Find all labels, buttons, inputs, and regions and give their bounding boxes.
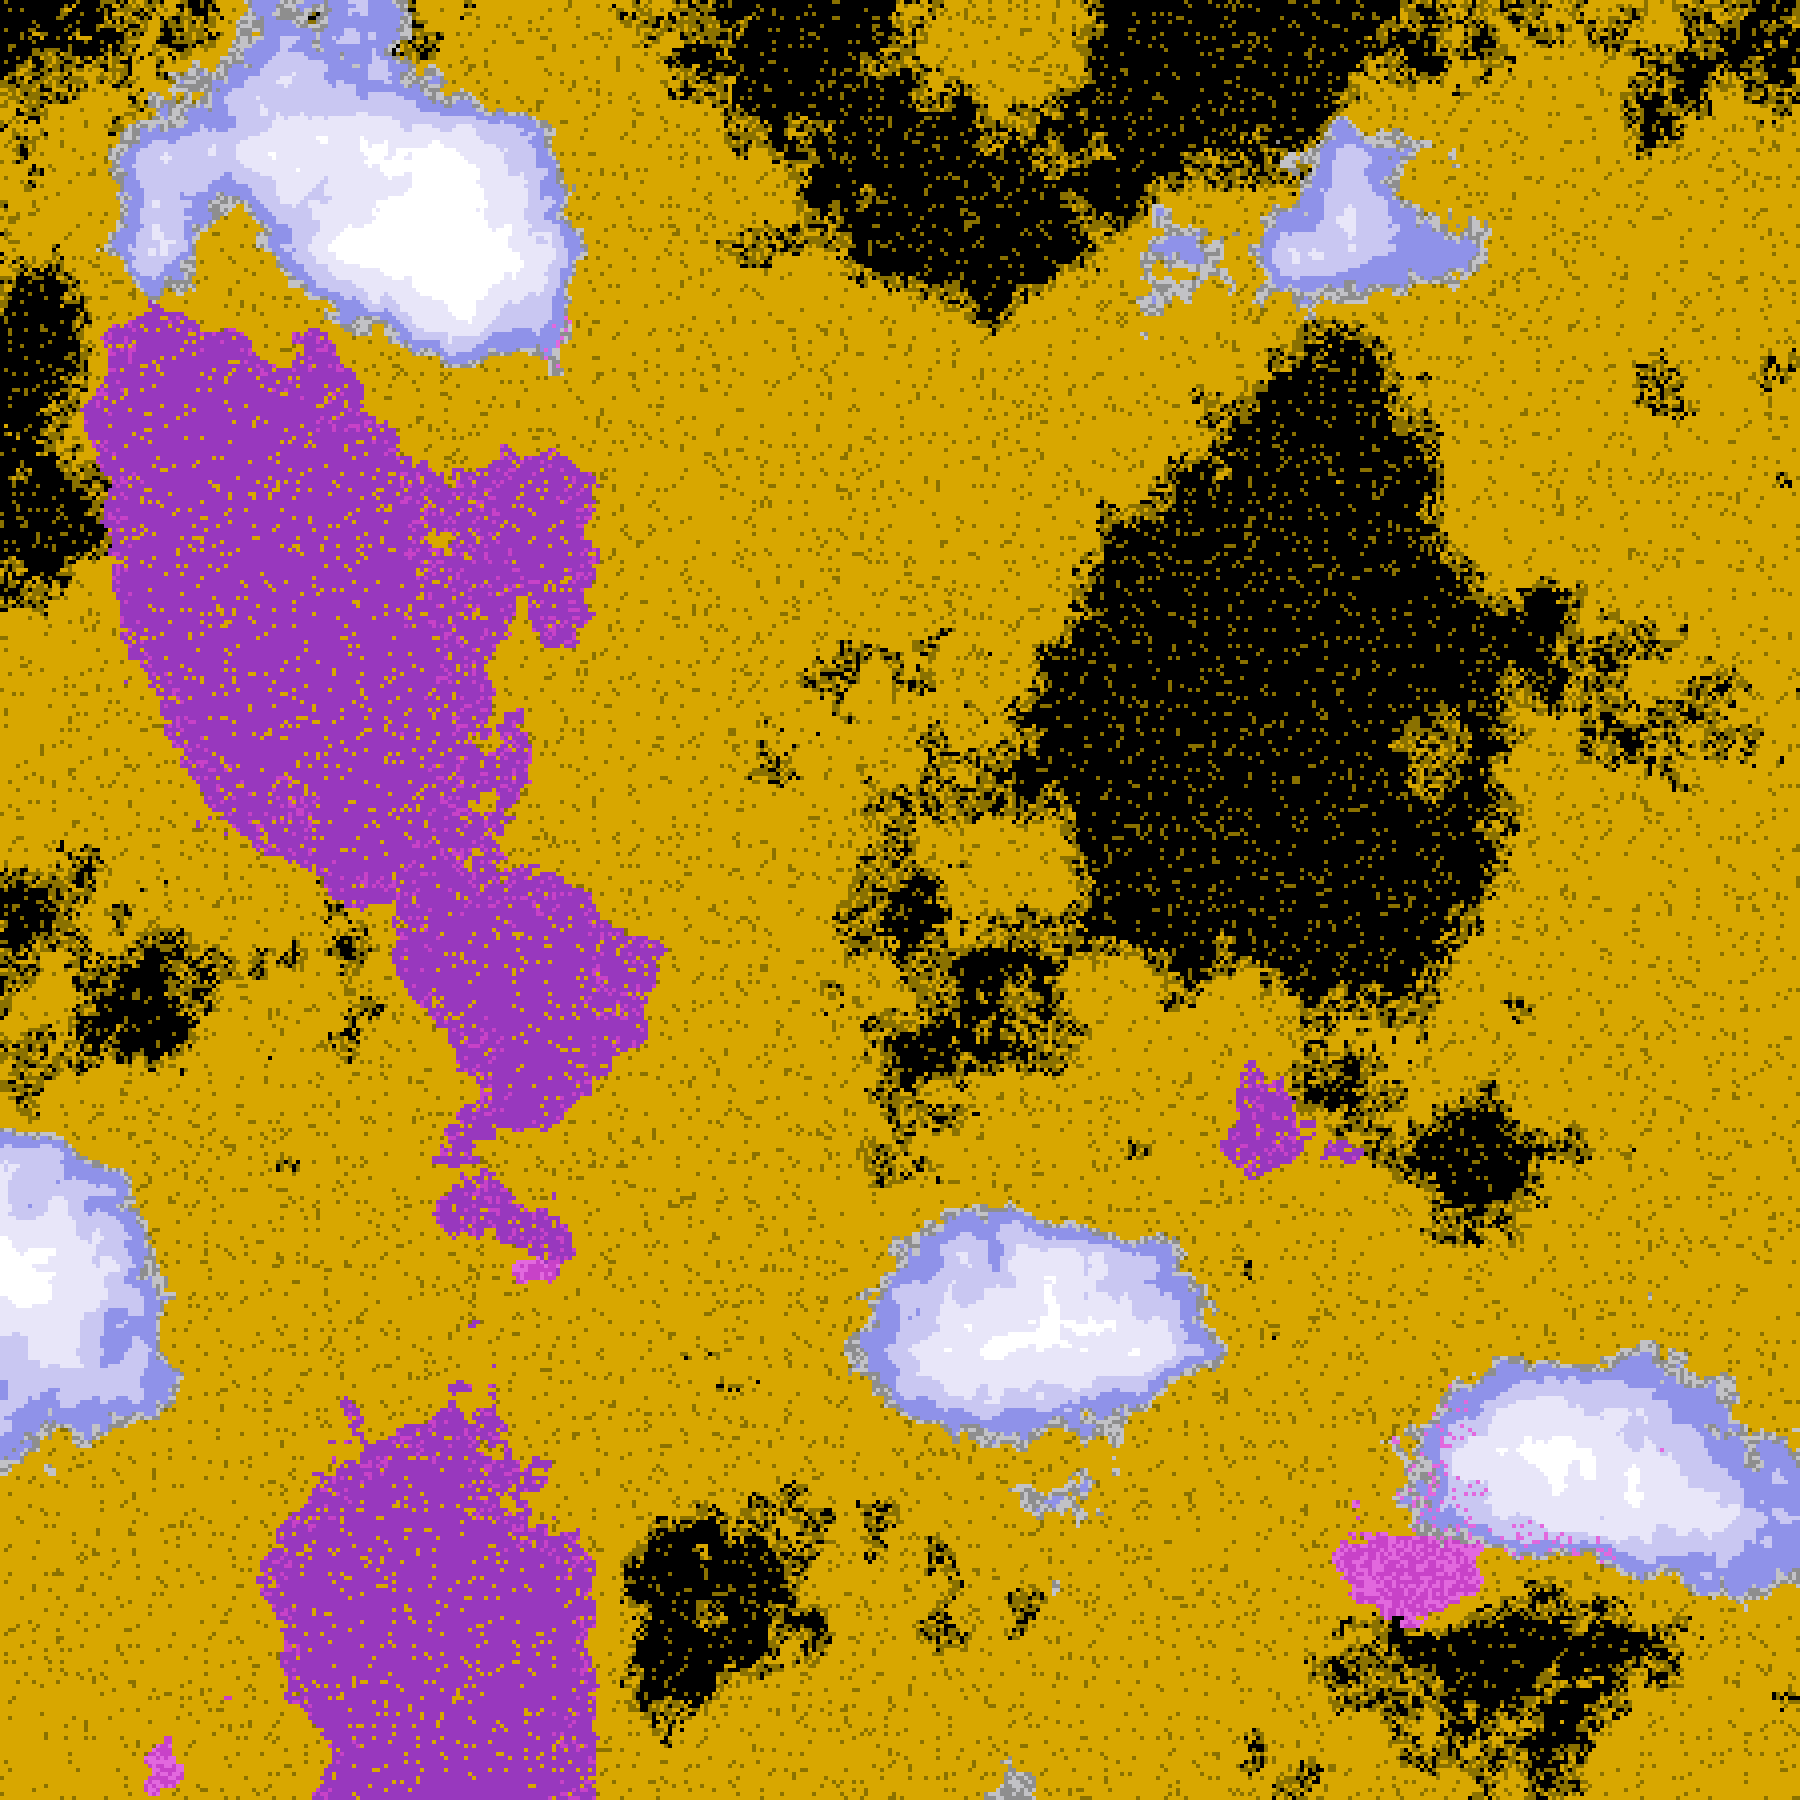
image-canvas [0,0,1800,1800]
satellite-false-color-image [0,0,1800,1800]
